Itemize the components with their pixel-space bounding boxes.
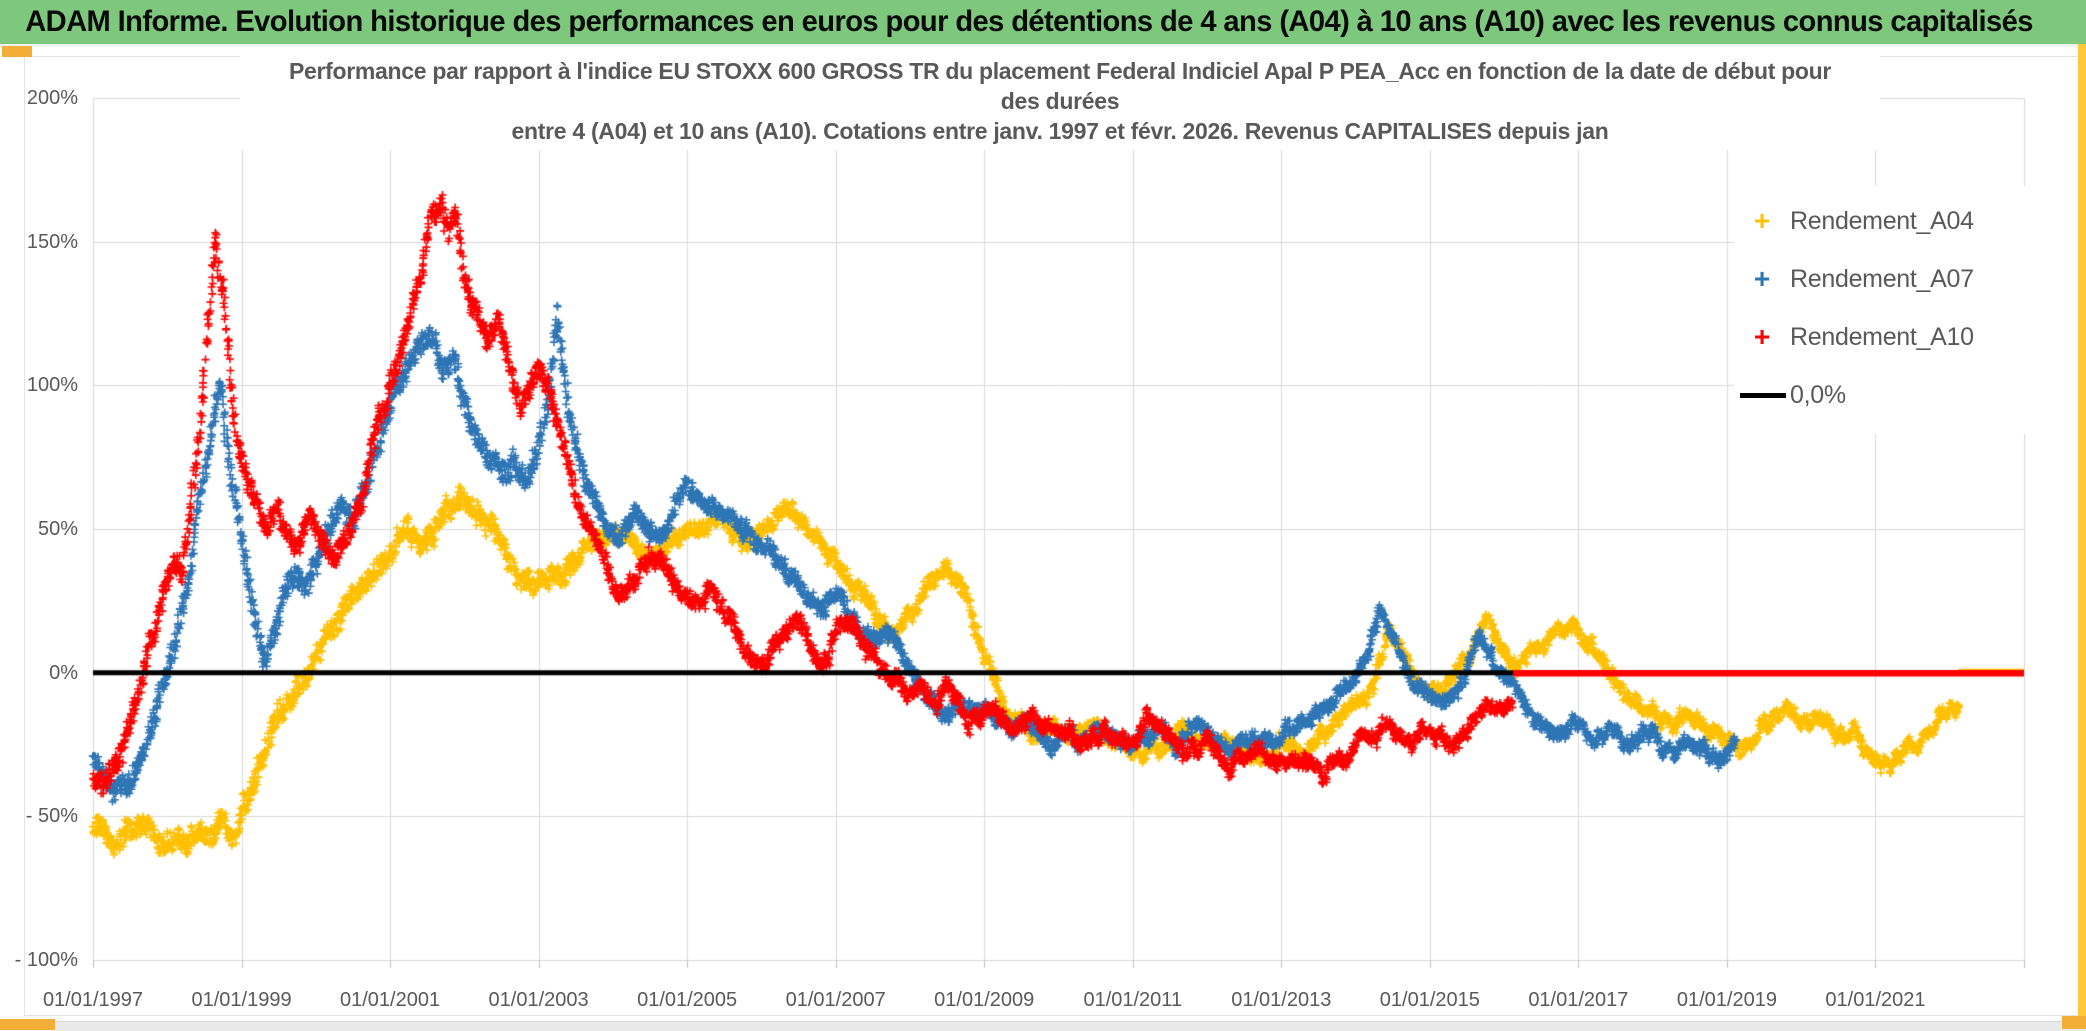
legend-item-a04: + Rendement_A04 — [1734, 192, 2064, 250]
y-tick-label: - 100% — [14, 949, 78, 971]
x-tick-label: 01/01/2009 — [934, 989, 1035, 1011]
plus-marker-icon: + — [1753, 321, 1771, 352]
legend-item-a07: + Rendement_A07 — [1734, 250, 2064, 308]
legend-item-zero-line: 0,0% — [1734, 366, 2064, 424]
legend-label: 0,0% — [1790, 380, 1846, 409]
accent-bottom-left — [0, 1019, 55, 1030]
legend-item-a10: + Rendement_A10 — [1734, 308, 2064, 366]
banner-underline — [0, 44, 2086, 47]
y-tick-label: 0% — [49, 661, 78, 684]
chart-title: Performance par rapport à l'indice EU ST… — [240, 56, 1880, 150]
legend-label: Rendement_A04 — [1790, 206, 1974, 235]
x-tick-label: 01/01/2003 — [488, 989, 589, 1011]
x-tick-label: 01/01/1997 — [42, 989, 144, 1011]
chart-title-line2: des durées — [1000, 88, 1120, 114]
y-tick-label: 100% — [26, 374, 78, 397]
accent-right-strip — [2078, 44, 2086, 1031]
x-tick-label: 01/01/2011 — [1083, 989, 1183, 1011]
y-tick-label: 150% — [26, 230, 78, 253]
header-banner: ADAM Informe. Evolution historique des p… — [0, 0, 2086, 44]
bottom-scroll-bar — [55, 1021, 2086, 1031]
x-tick-label: 01/01/2015 — [1379, 989, 1480, 1011]
x-tick-label: 01/01/2017 — [1528, 989, 1629, 1011]
chart-legend: + Rendement_A04 + Rendement_A07 + Rendem… — [1734, 186, 2064, 434]
x-tick-label: 01/01/1999 — [191, 989, 292, 1011]
x-tick-label: 01/01/2021 — [1825, 989, 1926, 1011]
legend-label: Rendement_A07 — [1790, 264, 1974, 293]
plus-marker-icon: + — [1753, 205, 1771, 236]
header-banner-title: ADAM Informe. Evolution historique des p… — [25, 5, 2033, 38]
x-tick-label: 01/01/2001 — [340, 989, 441, 1011]
x-tick-label: 01/01/2019 — [1676, 989, 1777, 1011]
plus-marker-icon: + — [1753, 263, 1771, 294]
legend-label: Rendement_A10 — [1790, 322, 1974, 351]
y-tick-label: 50% — [37, 518, 78, 540]
x-tick-label: 01/01/2005 — [637, 989, 738, 1011]
chart-title-line3: entre 4 (A04) et 10 ans (A10). Cotations… — [511, 118, 1609, 144]
chart-title-line1: Performance par rapport à l'indice EU ST… — [288, 58, 1832, 84]
y-tick-label: 200% — [26, 87, 78, 109]
x-tick-label: 01/01/2007 — [785, 989, 886, 1011]
accent-bottom-right — [2062, 1016, 2086, 1029]
x-tick-label: 01/01/2013 — [1231, 989, 1332, 1011]
zero-line-icon — [1740, 392, 1786, 398]
accent-top-left — [2, 46, 32, 57]
y-tick-label: - 50% — [25, 805, 78, 828]
